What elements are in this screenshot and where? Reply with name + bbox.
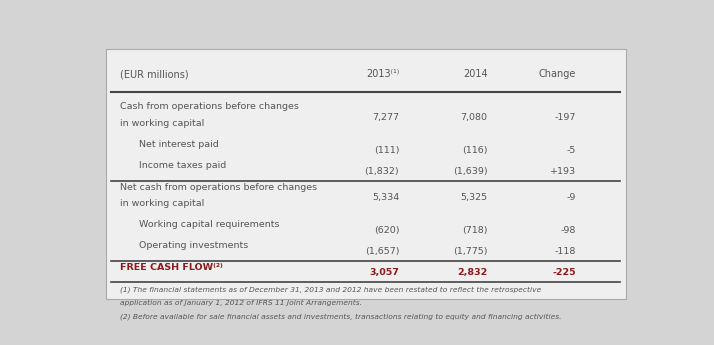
Text: Net cash from operations before changes: Net cash from operations before changes <box>120 183 317 191</box>
Text: -98: -98 <box>560 226 576 235</box>
Text: -9: -9 <box>567 193 576 202</box>
Text: (2) Before available for sale financial assets and investments, transactions rel: (2) Before available for sale financial … <box>120 314 561 320</box>
Text: -197: -197 <box>555 113 576 122</box>
Text: 2,832: 2,832 <box>458 268 488 277</box>
Text: (111): (111) <box>373 146 399 155</box>
Text: -118: -118 <box>555 247 576 256</box>
Text: Change: Change <box>539 69 576 79</box>
Text: in working capital: in working capital <box>120 199 204 208</box>
Text: 7,080: 7,080 <box>461 113 488 122</box>
Text: Working capital requirements: Working capital requirements <box>139 220 280 229</box>
Text: in working capital: in working capital <box>120 119 204 128</box>
Text: (718): (718) <box>462 226 488 235</box>
Text: Cash from operations before changes: Cash from operations before changes <box>120 102 298 111</box>
Text: 5,325: 5,325 <box>461 193 488 202</box>
Text: -5: -5 <box>567 146 576 155</box>
Text: (1) The financial statements as of December 31, 2013 and 2012 have been restated: (1) The financial statements as of Decem… <box>120 286 541 293</box>
Text: 2013⁽¹⁾: 2013⁽¹⁾ <box>366 69 399 79</box>
Text: (1,775): (1,775) <box>453 247 488 256</box>
Text: 3,057: 3,057 <box>369 268 399 277</box>
Text: +193: +193 <box>550 167 576 176</box>
Text: 7,277: 7,277 <box>372 113 399 122</box>
Text: Income taxes paid: Income taxes paid <box>139 161 226 170</box>
Text: Net interest paid: Net interest paid <box>139 140 218 149</box>
FancyBboxPatch shape <box>106 49 626 299</box>
Text: 5,334: 5,334 <box>372 193 399 202</box>
Text: application as of January 1, 2012 of IFRS 11 Joint Arrangements.: application as of January 1, 2012 of IFR… <box>120 300 362 306</box>
Text: 2014: 2014 <box>463 69 488 79</box>
Text: -225: -225 <box>553 268 576 277</box>
Text: (EUR millions): (EUR millions) <box>120 69 188 79</box>
Text: (1,657): (1,657) <box>365 247 399 256</box>
Text: (116): (116) <box>462 146 488 155</box>
Text: (1,639): (1,639) <box>453 167 488 176</box>
Text: (620): (620) <box>373 226 399 235</box>
Text: FREE CASH FLOW⁽²⁾: FREE CASH FLOW⁽²⁾ <box>120 263 223 272</box>
Text: (1,832): (1,832) <box>365 167 399 176</box>
Text: Operating investments: Operating investments <box>139 241 248 250</box>
